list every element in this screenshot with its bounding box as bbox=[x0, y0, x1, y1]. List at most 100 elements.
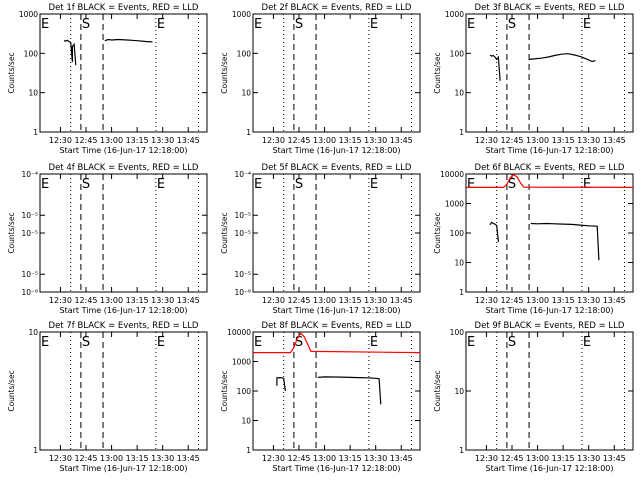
x-tick-label: 12:45 bbox=[287, 296, 310, 305]
y-tick-label: 10⁻⁴ bbox=[21, 170, 38, 179]
marker-label-e: E bbox=[254, 17, 262, 32]
x-tick-label: 13:00 bbox=[526, 454, 549, 463]
marker-label-e: E bbox=[583, 17, 591, 32]
marker-label-s: S bbox=[295, 17, 303, 32]
x-tick-label: 13:15 bbox=[339, 296, 362, 305]
plot-frame bbox=[465, 331, 634, 451]
y-tick-label: 10⁻⁵ bbox=[21, 211, 38, 220]
y-tick-label: 10000 bbox=[440, 170, 464, 179]
x-tick-label: 12:30 bbox=[49, 296, 72, 305]
marker-label-e: E bbox=[41, 17, 49, 32]
x-tick-label: 13:15 bbox=[339, 454, 362, 463]
x-tick-label: 13:45 bbox=[603, 136, 626, 145]
x-tick-label: 13:00 bbox=[313, 454, 336, 463]
plot-frame bbox=[39, 13, 208, 133]
x-tick-label: 13:15 bbox=[552, 454, 575, 463]
y-tick-label: 10 bbox=[454, 387, 464, 396]
x-tick-label: 13:00 bbox=[526, 136, 549, 145]
y-tick-label: 10 bbox=[28, 89, 38, 98]
x-tick-label: 13:15 bbox=[552, 296, 575, 305]
marker-label-e: E bbox=[41, 177, 49, 192]
marker-label-e: E bbox=[254, 335, 262, 350]
y-tick-label: 10 bbox=[454, 259, 464, 268]
y-tick-label: 10⁻⁵ bbox=[21, 270, 38, 279]
event-rate-line bbox=[489, 54, 501, 81]
x-tick-label: 13:00 bbox=[100, 296, 123, 305]
x-tick-label: 12:45 bbox=[500, 136, 523, 145]
x-tick-label: 12:30 bbox=[475, 136, 498, 145]
x-tick-label: 13:45 bbox=[177, 454, 200, 463]
plot-frame bbox=[252, 331, 421, 451]
x-tick-label: 13:30 bbox=[577, 454, 600, 463]
x-tick-label: 13:45 bbox=[177, 136, 200, 145]
marker-label-e: E bbox=[41, 335, 49, 350]
x-tick-label: 13:00 bbox=[100, 136, 123, 145]
y-tick-label: 10⁻⁵ bbox=[234, 229, 251, 238]
y-axis-label: Counts/sec bbox=[220, 52, 229, 93]
plot-frame bbox=[465, 13, 634, 133]
marker-label-e: E bbox=[583, 177, 591, 192]
chart-title: Det 2f BLACK = Events, RED = LLD bbox=[262, 3, 412, 13]
y-tick-label: 10 bbox=[241, 417, 251, 426]
chart-title: Det 3f BLACK = Events, RED = LLD bbox=[475, 3, 625, 13]
marker-label-e: E bbox=[467, 177, 475, 192]
marker-label-e: E bbox=[157, 177, 165, 192]
x-tick-label: 12:45 bbox=[500, 296, 523, 305]
chart-title: Det 1f BLACK = Events, RED = LLD bbox=[49, 3, 199, 13]
x-axis-label: Start Time (16-Jun-17 12:18:00) bbox=[273, 464, 401, 473]
lld-rate-line bbox=[466, 173, 634, 188]
plot-frame bbox=[465, 173, 634, 293]
x-tick-label: 13:00 bbox=[313, 296, 336, 305]
marker-label-s: S bbox=[82, 335, 90, 350]
x-tick-label: 13:30 bbox=[577, 296, 600, 305]
y-tick-label: 10⁻⁶ bbox=[21, 288, 38, 297]
marker-label-s: S bbox=[508, 335, 516, 350]
chart-title: Det 7f BLACK = Events, RED = LLD bbox=[49, 321, 199, 331]
marker-label-s: S bbox=[508, 17, 516, 32]
y-tick-label: 10 bbox=[241, 89, 251, 98]
x-tick-label: 13:45 bbox=[390, 136, 413, 145]
y-tick-label: 1000 bbox=[445, 200, 464, 209]
chart-title: Det 9f BLACK = Events, RED = LLD bbox=[475, 321, 625, 331]
x-tick-label: 12:30 bbox=[262, 454, 285, 463]
y-tick-label: 10000 bbox=[227, 328, 251, 337]
y-tick-label: 1 bbox=[33, 128, 38, 137]
y-tick-label: 100 bbox=[450, 49, 465, 58]
y-tick-label: 1000 bbox=[19, 10, 38, 19]
y-tick-label: 100 bbox=[237, 387, 252, 396]
y-tick-label: 10⁻⁶ bbox=[234, 288, 251, 297]
x-tick-label: 13:30 bbox=[364, 136, 387, 145]
x-tick-label: 13:45 bbox=[390, 454, 413, 463]
y-axis-label: Counts/sec bbox=[433, 370, 442, 411]
x-tick-label: 13:30 bbox=[364, 296, 387, 305]
y-tick-label: 1 bbox=[246, 446, 251, 455]
y-tick-label: 100 bbox=[450, 328, 465, 337]
marker-label-s: S bbox=[82, 17, 90, 32]
x-tick-label: 12:30 bbox=[262, 296, 285, 305]
x-axis-label: Start Time (16-Jun-17 12:18:00) bbox=[486, 464, 614, 473]
y-axis-label: Counts/sec bbox=[220, 370, 229, 411]
x-axis-label: Start Time (16-Jun-17 12:18:00) bbox=[273, 306, 401, 315]
event-rate-line bbox=[489, 221, 499, 242]
x-tick-label: 13:30 bbox=[151, 296, 174, 305]
event-rate-line bbox=[530, 222, 600, 261]
x-tick-label: 13:00 bbox=[100, 454, 123, 463]
y-tick-label: 1000 bbox=[232, 358, 251, 367]
chart-title: Det 5f BLACK = Events, RED = LLD bbox=[262, 163, 412, 173]
plot-frame bbox=[39, 331, 208, 451]
chart-title: Det 6f BLACK = Events, RED = LLD bbox=[475, 163, 625, 173]
marker-label-e: E bbox=[254, 177, 262, 192]
x-tick-label: 13:45 bbox=[177, 296, 200, 305]
y-tick-label: 1 bbox=[459, 128, 464, 137]
y-axis-label: Counts/sec bbox=[7, 212, 16, 253]
y-tick-label: 1 bbox=[459, 288, 464, 297]
x-tick-label: 13:45 bbox=[603, 454, 626, 463]
x-tick-label: 13:30 bbox=[364, 454, 387, 463]
y-tick-label: 10 bbox=[28, 328, 38, 337]
y-tick-label: 1000 bbox=[445, 10, 464, 19]
y-axis-label: Counts/sec bbox=[220, 212, 229, 253]
x-tick-label: 12:45 bbox=[74, 296, 97, 305]
